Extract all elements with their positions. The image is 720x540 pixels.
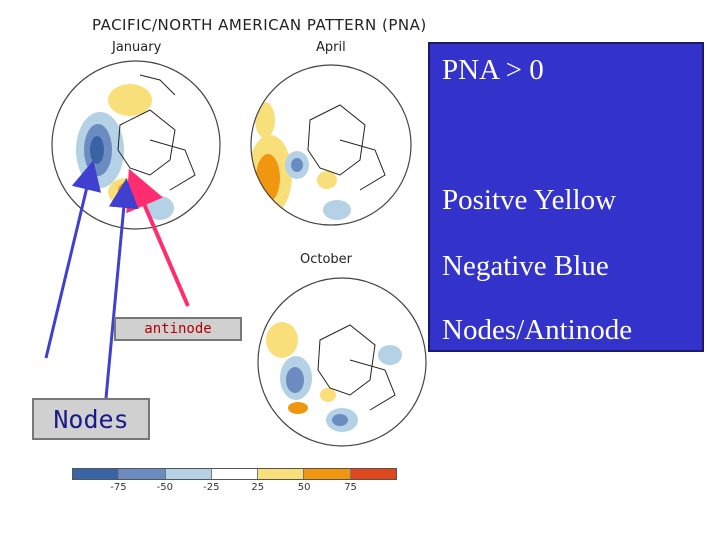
map-april <box>250 64 412 226</box>
node-arrow-right <box>104 178 139 399</box>
colorbar-tick-label: 75 <box>344 482 357 493</box>
colorbar-tick-label: 25 <box>251 482 265 493</box>
node-arrow-left <box>44 160 101 359</box>
month-label-april: April <box>316 40 346 55</box>
month-label-january: January <box>112 40 162 55</box>
callout-line-negative: Negative Blue <box>442 250 609 282</box>
colorbar-segment <box>165 469 212 479</box>
map-january <box>51 60 221 230</box>
colorbar-segment <box>211 469 259 479</box>
colorbar-segment <box>73 469 120 479</box>
colorbar-segment <box>350 469 396 479</box>
colorbar-tick-label: -50 <box>156 482 174 493</box>
map-october <box>257 277 427 447</box>
colorbar <box>72 468 397 480</box>
colorbar-tick-label: -25 <box>203 482 220 493</box>
callout-line-nodes: Nodes/Antinode <box>442 314 633 346</box>
month-label-october: October <box>300 252 353 267</box>
figure-title: PACIFIC/NORTH AMERICAN PATTERN (PNA) <box>92 16 427 34</box>
colorbar-tick-label: -75 <box>110 482 127 493</box>
colorbar-segment <box>119 469 166 479</box>
antinode-arrow <box>126 168 190 307</box>
callout-line-positive: Positve Yellow <box>442 184 617 216</box>
antinode-label: antinode <box>114 317 242 341</box>
callout-line-pna: PNA > 0 <box>442 54 544 86</box>
nodes-label: Nodes <box>32 398 150 440</box>
colorbar-segment <box>258 469 305 479</box>
colorbar-segment <box>304 469 351 479</box>
colorbar-tick-label: 50 <box>297 482 311 493</box>
callout-panel: PNA > 0 Positve Yellow Negative Blue Nod… <box>428 42 704 352</box>
